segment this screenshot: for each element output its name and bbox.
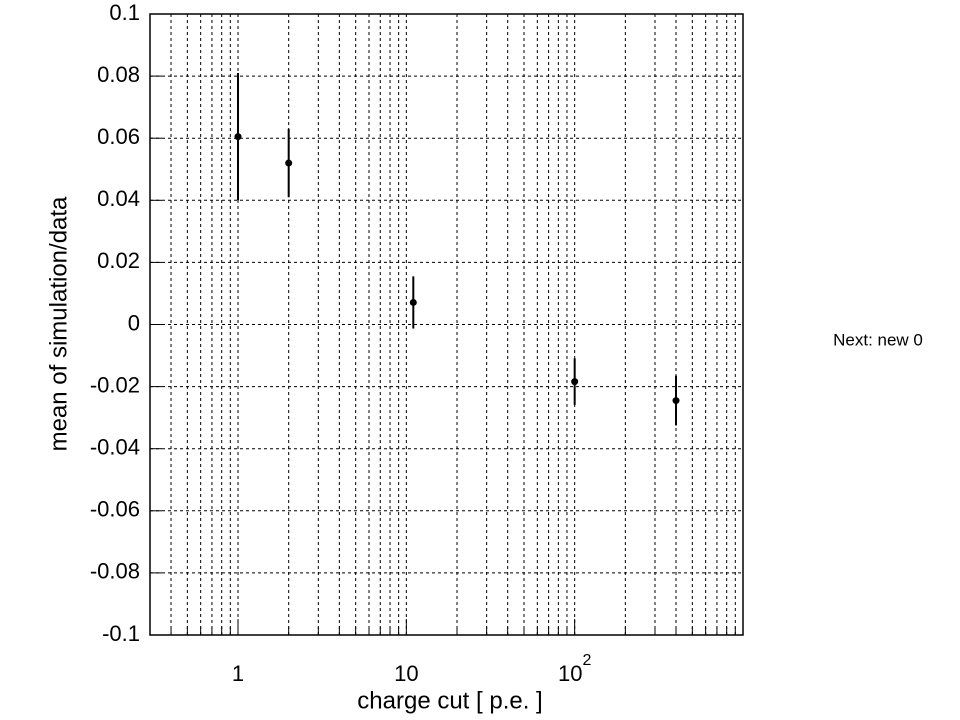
y-tick-label: 0.1 <box>109 0 140 25</box>
annotation: Next: new 0 <box>833 330 923 349</box>
x-tick-base: 10 <box>558 661 582 686</box>
x-axis-title: charge cut [ p.e. ] <box>357 687 542 714</box>
y-tick-label: 0.08 <box>97 62 140 87</box>
x-tick-exponent: 2 <box>582 652 591 669</box>
data-point <box>571 378 579 386</box>
y-axis-title: mean of simulation/data <box>45 196 72 451</box>
y-tick-label: 0.02 <box>97 248 140 273</box>
y-tick-label: -0.1 <box>102 621 140 646</box>
y-tick-label: -0.08 <box>90 559 140 584</box>
y-tick-label: -0.04 <box>90 435 140 460</box>
y-tick-label: -0.02 <box>90 372 140 397</box>
x-tick-label: 102 <box>558 652 591 686</box>
y-tick-label: -0.06 <box>90 497 140 522</box>
data-point <box>234 133 242 141</box>
y-tick-label: 0.06 <box>97 124 140 149</box>
x-tick-label: 1 <box>232 661 244 686</box>
data-point <box>672 397 680 405</box>
y-tick-label: 0 <box>128 310 140 335</box>
y-tick-label: 0.04 <box>97 186 140 211</box>
data-point <box>285 159 293 167</box>
x-tick-label: 10 <box>394 661 418 686</box>
data-point <box>409 298 417 306</box>
